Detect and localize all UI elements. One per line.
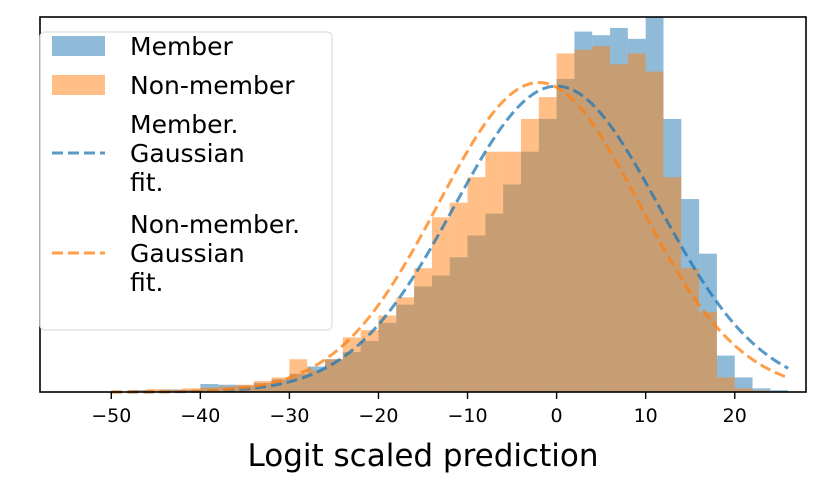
gaussian-fit-line [111,81,789,394]
histogram-bar [307,370,326,392]
histogram-bar [342,337,361,392]
histogram-bars [129,17,789,393]
x-tick-label: 10 [634,405,658,427]
histogram-bar [663,177,682,392]
histogram-bar [414,268,432,392]
legend-label: Member. Gaussian fit. [130,110,245,197]
x-tick-label: 0 [551,405,563,427]
histogram-bar [449,202,468,392]
histogram-bar [770,390,789,392]
histogram-bar [592,46,611,392]
legend-label: Member [130,32,234,61]
x-tick-label: 20 [723,405,747,427]
histogram-bar [503,151,521,392]
histogram-bar [734,388,753,392]
histogram-bar [627,53,646,392]
histogram-bar [146,389,165,392]
histogram-bar [467,177,486,392]
x-axis-ticks: −50 −40 −30 −20 −10 0 10 20 [91,392,747,427]
x-tick-label: −40 [180,405,220,427]
x-tick-label: −50 [91,405,131,427]
gaussian-curves [111,81,789,394]
legend-swatch [52,36,105,56]
x-tick-label: −20 [358,405,398,427]
legend-box [39,31,333,331]
x-axis-title: Logit scaled prediction [248,438,599,474]
histogram-bar [378,315,397,392]
histogram-bar [325,359,343,392]
histogram-bar [396,297,415,392]
legend: Member Non-member Member. Gaussian fit. Non-m… [39,31,333,331]
legend-swatch [52,75,105,95]
series-non-member-bars [129,46,771,393]
histogram-bar [485,151,504,392]
histogram-bar [716,377,735,392]
legend-label: Non-member. Gaussian fit. [130,210,300,297]
legend-label: Non-member [130,71,295,100]
histogram-bar [360,330,379,392]
x-tick-label: −10 [447,405,487,427]
histogram-bar [610,64,628,392]
histogram-bar [681,268,700,392]
histogram-bar [164,389,183,392]
histogram-bar [520,118,539,392]
histogram-bar [699,311,717,392]
histogram-bar [752,388,771,392]
histogram-bar [538,97,557,392]
histogram-bar [574,49,593,393]
histogram-bar [431,217,450,392]
histogram-bar [289,359,308,392]
x-tick-label: −30 [269,405,309,427]
histogram-bar [556,53,575,392]
